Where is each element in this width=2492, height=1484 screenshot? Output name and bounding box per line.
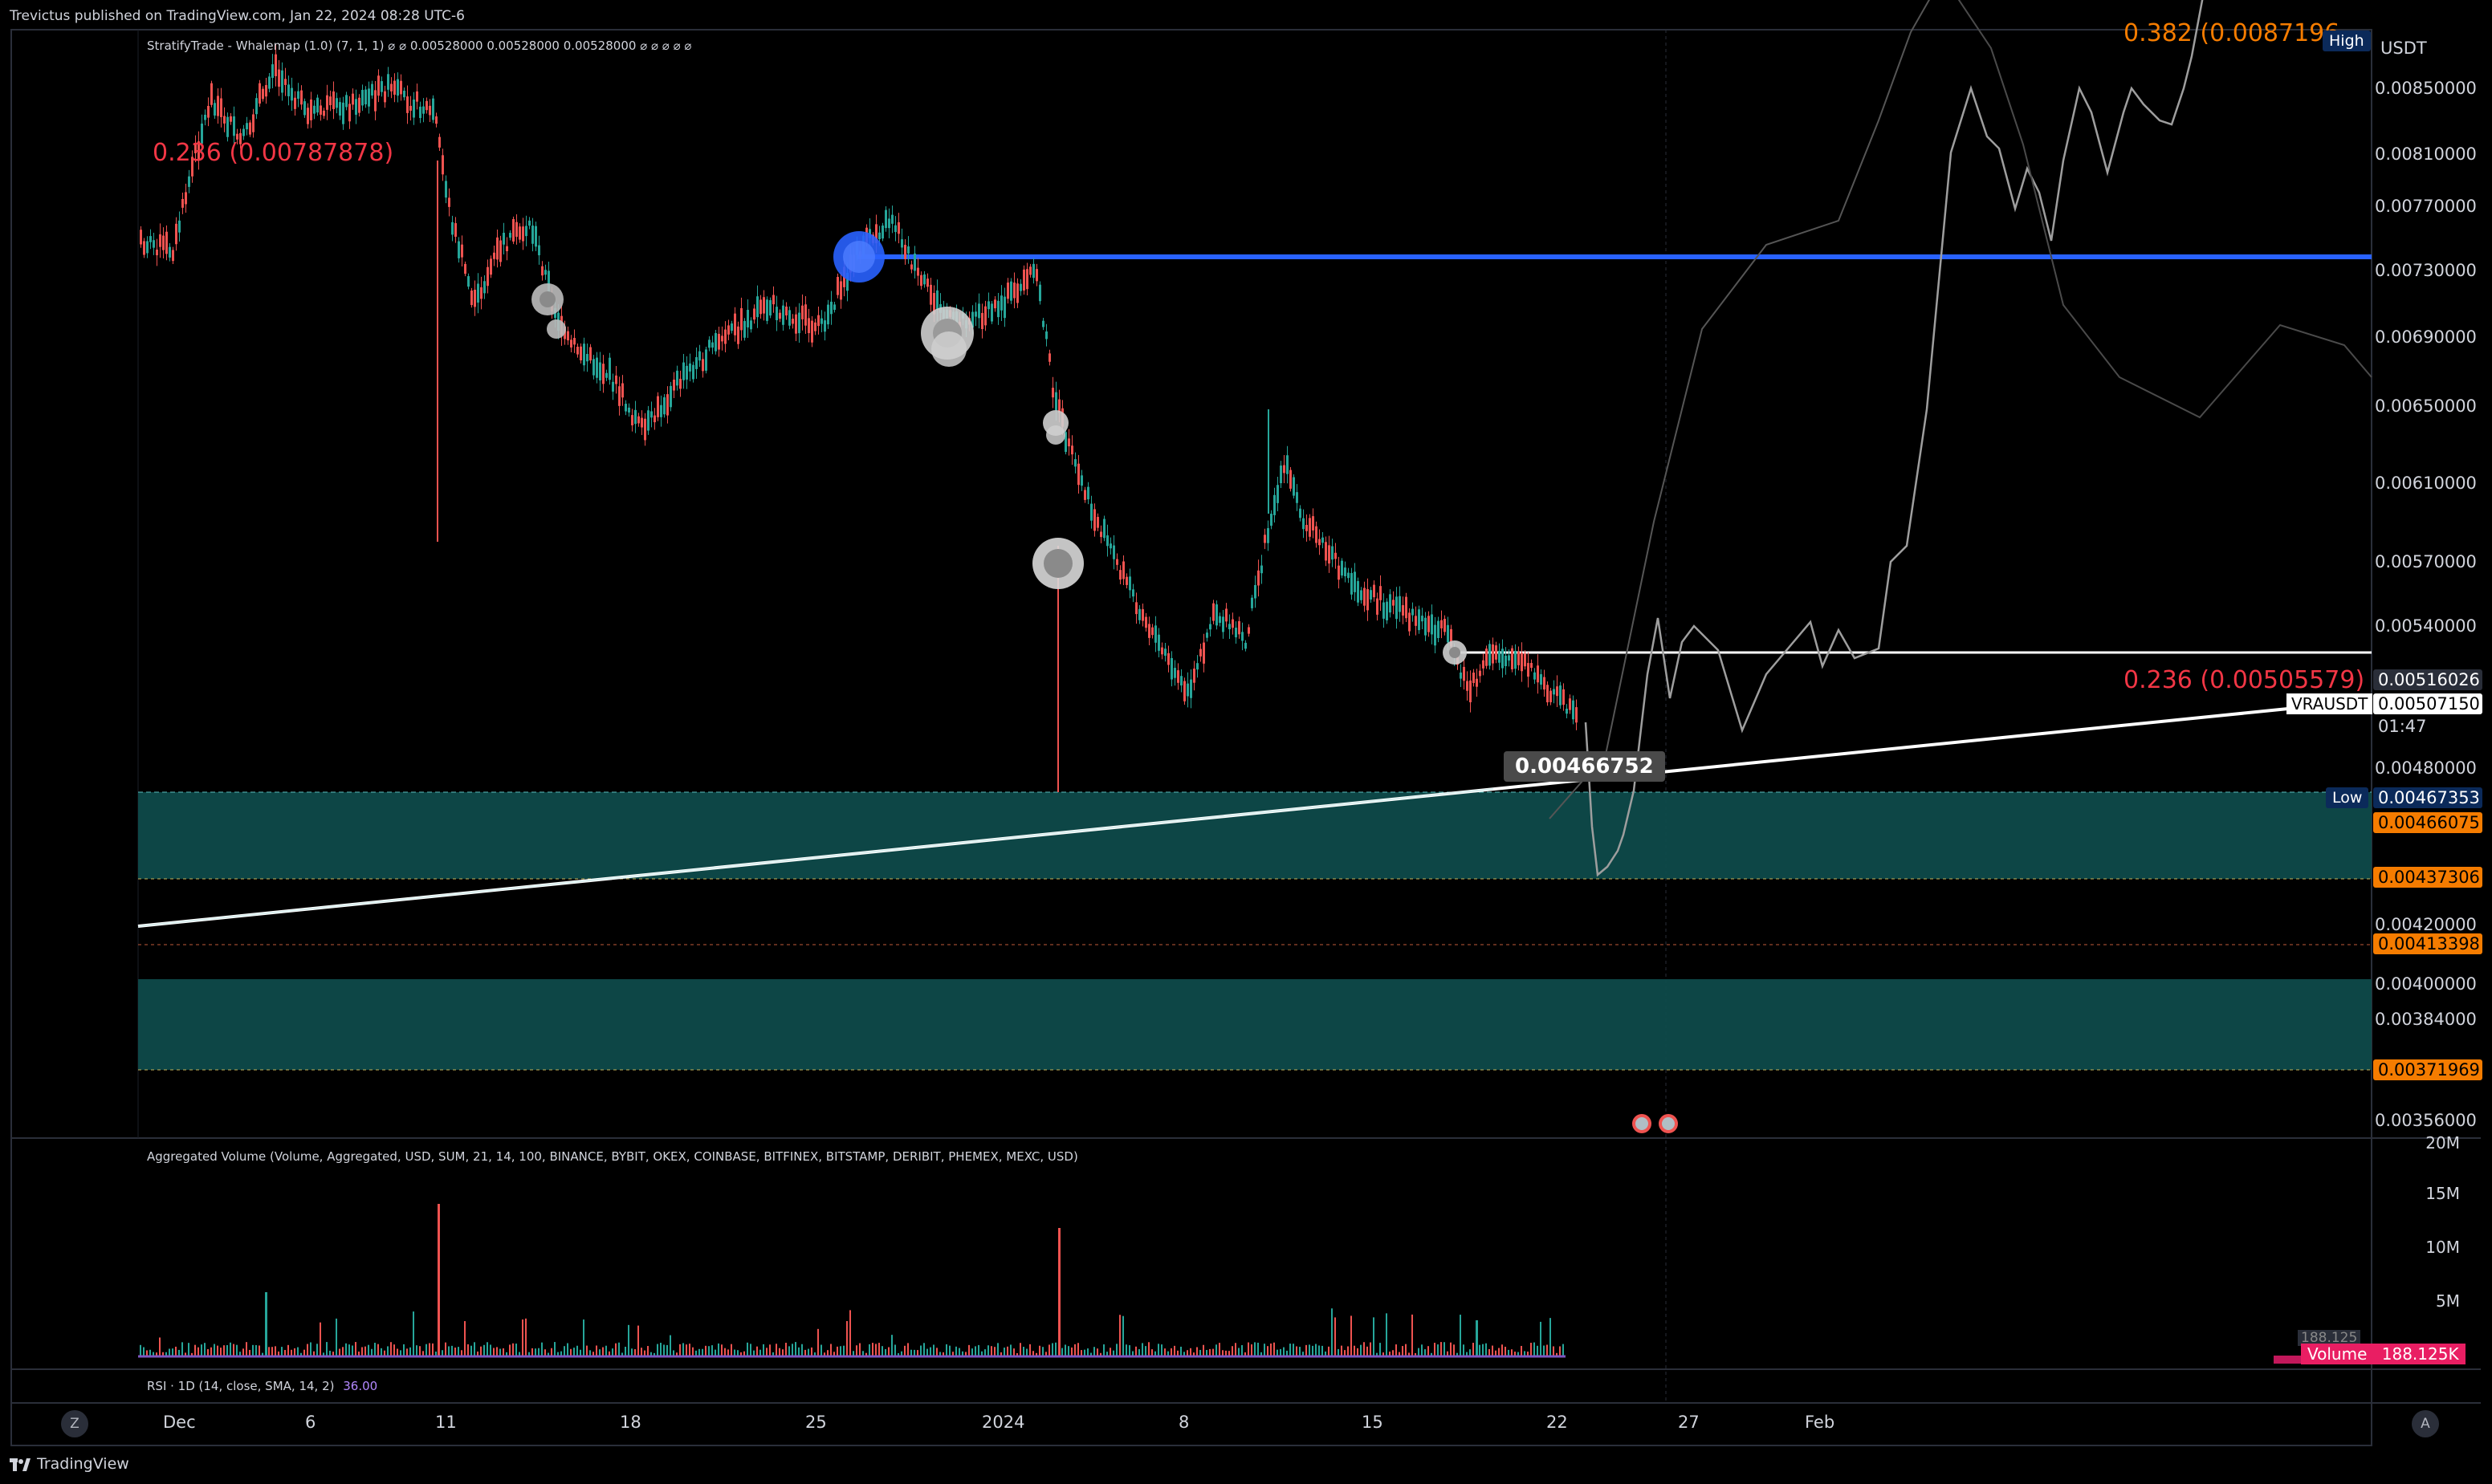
price-axis-label: 0.00690000 <box>2375 327 2477 347</box>
time-label-22: 22 <box>1546 1413 1568 1432</box>
demand-zone-upper <box>138 792 2372 879</box>
indicator-trailing: ⌀ ⌀ ⌀ ⌀ ⌀ <box>640 39 692 53</box>
price-axis-label: 0.00650000 <box>2375 396 2477 416</box>
price-axis-label: 0.00420000 <box>2375 915 2477 934</box>
fib-label-left: 0.236 (0.00787878) <box>153 139 394 167</box>
volume-axis-15m: 15M <box>2425 1184 2460 1203</box>
time-label-15: 15 <box>1362 1413 1383 1432</box>
last-price-tag: 0.00507150 <box>2373 693 2482 714</box>
projection-path-bright <box>1584 0 2204 877</box>
price-axis-label: 0.00810000 <box>2375 144 2477 164</box>
volume-bars <box>138 1204 1566 1358</box>
rsi-value: 36.00 <box>343 1379 378 1393</box>
low-price-tag: 0.00467353 <box>2373 787 2482 808</box>
time-label-dec: Dec <box>163 1413 196 1432</box>
volume-tag: Volume 188.125K <box>2301 1344 2466 1364</box>
price-axis-label: 0.00400000 <box>2375 974 2477 994</box>
countdown-tag: 01:47 <box>2378 717 2427 736</box>
volume-ghost-tag: 188.125 <box>2298 1330 2361 1346</box>
indicator-symbols: ⌀ ⌀ <box>388 39 407 53</box>
whale-bubble <box>547 319 566 339</box>
time-label-2024: 2024 <box>982 1413 1025 1432</box>
time-label-6: 6 <box>305 1413 316 1432</box>
volume-axis-5m: 5M <box>2436 1291 2460 1311</box>
price-axis-label: 0.00480000 <box>2375 758 2477 778</box>
time-label-feb: Feb <box>1805 1413 1835 1432</box>
projection-path-dim <box>1549 0 1931 819</box>
zone1-top-tag: 0.00466075 <box>2373 812 2482 833</box>
price-tag-p1: 0.00516026 <box>2373 669 2482 690</box>
price-axis-label: 0.00356000 <box>2375 1111 2477 1130</box>
high-label: High <box>2323 30 2371 51</box>
publish-caption: Trevictus published on TradingView.com, … <box>10 8 465 24</box>
time-label-25: 25 <box>805 1413 827 1432</box>
volume-axis-20m: 20M <box>2425 1133 2460 1153</box>
price-axis-label: 0.00540000 <box>2375 616 2477 636</box>
indicator-legend-whalemap[interactable]: StratifyTrade - Whalemap (1.0) (7, 1, 1)… <box>147 39 691 53</box>
fib-label-top: 0.382 (0.0087196 <box>2123 19 2340 47</box>
price-axis-label: 0.00610000 <box>2375 474 2477 493</box>
currency-label[interactable]: USDT <box>2380 39 2427 58</box>
price-axis-label: 0.00730000 <box>2375 261 2477 280</box>
volume-axis-10m: 10M <box>2425 1238 2460 1257</box>
time-label-8: 8 <box>1179 1413 1190 1432</box>
price-axis-label: 0.00570000 <box>2375 552 2477 571</box>
volume-tag-value: 188.125K <box>2381 1344 2459 1364</box>
indicator-values: 0.00528000 0.00528000 0.00528000 <box>409 39 637 53</box>
zone1-bottom-tag: 0.00437306 <box>2373 867 2482 888</box>
zone2-bottom-tag: 0.00371969 <box>2373 1059 2482 1080</box>
tradingview-logo-icon <box>10 1458 31 1471</box>
zoom-reset-button[interactable]: Z <box>61 1410 88 1437</box>
demand-zone-lower <box>138 979 2372 1070</box>
indicator-name: StratifyTrade - Whalemap (1.0) (7, 1, 1) <box>147 39 385 53</box>
tradingview-brand[interactable]: TradingView <box>10 1455 129 1473</box>
whale-bubble <box>1046 425 1065 445</box>
candlestick-series <box>140 43 1578 792</box>
indicator-legend-rsi[interactable]: RSI · 1D (14, close, SMA, 14, 2) 36.00 <box>147 1379 377 1393</box>
indicator-legend-volume[interactable]: Aggregated Volume (Volume, Aggregated, U… <box>147 1149 1078 1164</box>
time-label-27: 27 <box>1678 1413 1700 1432</box>
time-label-11: 11 <box>435 1413 457 1432</box>
price-axis-label: 0.00770000 <box>2375 197 2477 216</box>
symbol-tag: VRAUSDT <box>2286 693 2373 714</box>
brand-name: TradingView <box>37 1455 129 1473</box>
volume-tag-label: Volume <box>2307 1344 2368 1364</box>
rsi-label: RSI · 1D (14, close, SMA, 14, 2) <box>147 1379 335 1393</box>
trendline-shadow <box>137 788 1494 927</box>
trendline-value-label: 0.00466752 <box>1504 751 1665 782</box>
price-axis-label: 0.00384000 <box>2375 1010 2477 1029</box>
time-label-18: 18 <box>620 1413 641 1432</box>
price-axis-label: 0.00850000 <box>2375 79 2477 98</box>
fib-label-right: 0.236 (0.00505579) <box>2123 666 2365 694</box>
mid-tag: 0.00413398 <box>2373 933 2482 954</box>
projection-path-dim-2 <box>1957 0 2372 419</box>
whale-bubbles <box>531 231 1467 665</box>
auto-scale-button[interactable]: A <box>2412 1410 2439 1437</box>
whale-bubble <box>931 331 967 367</box>
low-label: Low <box>2326 787 2369 808</box>
